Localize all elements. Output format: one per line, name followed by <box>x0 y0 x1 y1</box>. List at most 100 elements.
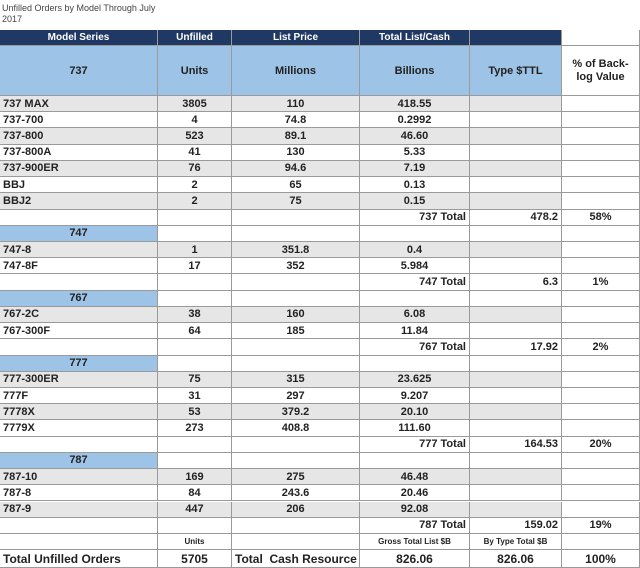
cell <box>562 225 640 242</box>
model-name: 737-900ER <box>0 160 158 178</box>
model-name: 787-8 <box>0 485 158 502</box>
cell <box>562 160 640 178</box>
data-cell: 5.984 <box>360 258 470 275</box>
cell <box>360 452 470 470</box>
group-header: 777 <box>0 355 158 372</box>
grand-total: 826.06 <box>360 550 470 568</box>
cell <box>562 290 640 307</box>
cell <box>0 517 158 534</box>
cell <box>0 274 158 291</box>
data-cell: 185 <box>232 323 360 340</box>
cell <box>562 469 640 486</box>
grand-total: 826.06 <box>470 550 562 568</box>
cell <box>470 404 562 421</box>
cell <box>562 387 640 405</box>
data-cell: 379.2 <box>232 404 360 421</box>
data-cell: 46.48 <box>360 469 470 486</box>
cell <box>470 225 562 242</box>
cell <box>470 501 562 518</box>
total-value: 6.3 <box>470 274 562 291</box>
data-cell: 75 <box>158 371 232 388</box>
data-cell: 65 <box>232 177 360 194</box>
cell <box>158 452 232 470</box>
data-cell: 160 <box>232 306 360 324</box>
cell <box>562 112 640 129</box>
data-cell: 4 <box>158 112 232 129</box>
data-cell: 0.2992 <box>360 112 470 129</box>
data-cell: 75 <box>232 193 360 210</box>
total-value: 164.53 <box>470 436 562 453</box>
data-cell: 110 <box>232 96 360 113</box>
cell <box>232 209 360 226</box>
data-cell: 3805 <box>158 96 232 113</box>
cell <box>470 128 562 145</box>
model-name: BBJ <box>0 177 158 194</box>
cell <box>232 436 360 453</box>
model-name: BBJ2 <box>0 193 158 210</box>
header-share: % of Back-log Value <box>562 46 640 96</box>
data-cell: 89.1 <box>232 128 360 145</box>
data-cell: 523 <box>158 128 232 145</box>
data-cell: 46.60 <box>360 128 470 145</box>
cell <box>470 420 562 437</box>
data-cell: 17 <box>158 258 232 275</box>
data-cell: 0.13 <box>360 177 470 194</box>
cell <box>232 225 360 242</box>
cell <box>158 355 232 372</box>
cell <box>360 290 470 307</box>
data-cell: 5.33 <box>360 144 470 161</box>
total-label: 777 Total <box>360 436 470 453</box>
cell <box>158 209 232 226</box>
sheet-title: Unfilled Orders by Model Through July 20… <box>2 3 156 24</box>
cell <box>232 517 360 534</box>
data-cell: 2 <box>158 177 232 194</box>
cell <box>562 501 640 518</box>
data-cell: 20.10 <box>360 404 470 421</box>
data-cell: 315 <box>232 371 360 388</box>
total-share: 2% <box>562 339 640 356</box>
cell <box>470 485 562 502</box>
data-cell: 275 <box>232 469 360 486</box>
grand-total: Total Unfilled Orders <box>0 550 158 568</box>
data-cell: 297 <box>232 387 360 405</box>
cell <box>232 452 360 470</box>
data-cell: 1 <box>158 241 232 259</box>
model-name: 737-700 <box>0 112 158 129</box>
total-label: 767 Total <box>360 339 470 356</box>
cell <box>158 436 232 453</box>
data-cell: 351.8 <box>232 241 360 259</box>
model-name: 787-9 <box>0 501 158 518</box>
cell <box>562 96 640 113</box>
cell <box>470 452 562 470</box>
model-name: 777F <box>0 387 158 405</box>
cell <box>562 323 640 340</box>
model-name: 767-2C <box>0 306 158 324</box>
cell <box>470 258 562 275</box>
data-cell: 169 <box>158 469 232 486</box>
data-cell: 92.08 <box>360 501 470 518</box>
cell <box>470 355 562 372</box>
cell <box>470 96 562 113</box>
cell <box>562 355 640 372</box>
data-cell: 9.207 <box>360 387 470 405</box>
header-sub: 737 <box>0 46 158 96</box>
cell <box>562 128 640 145</box>
data-cell: 352 <box>232 258 360 275</box>
model-name: 737-800A <box>0 144 158 161</box>
data-cell: 23.625 <box>360 371 470 388</box>
data-cell: 408.8 <box>232 420 360 437</box>
total-value: 159.02 <box>470 517 562 534</box>
total-share: 1% <box>562 274 640 291</box>
cell <box>562 144 640 161</box>
cell <box>158 274 232 291</box>
cell <box>562 258 640 275</box>
cell <box>470 177 562 194</box>
cell <box>232 339 360 356</box>
cell <box>562 241 640 259</box>
group-header: 767 <box>0 290 158 307</box>
data-cell: 273 <box>158 420 232 437</box>
total-share: 20% <box>562 436 640 453</box>
data-cell: 130 <box>232 144 360 161</box>
cell <box>562 306 640 324</box>
